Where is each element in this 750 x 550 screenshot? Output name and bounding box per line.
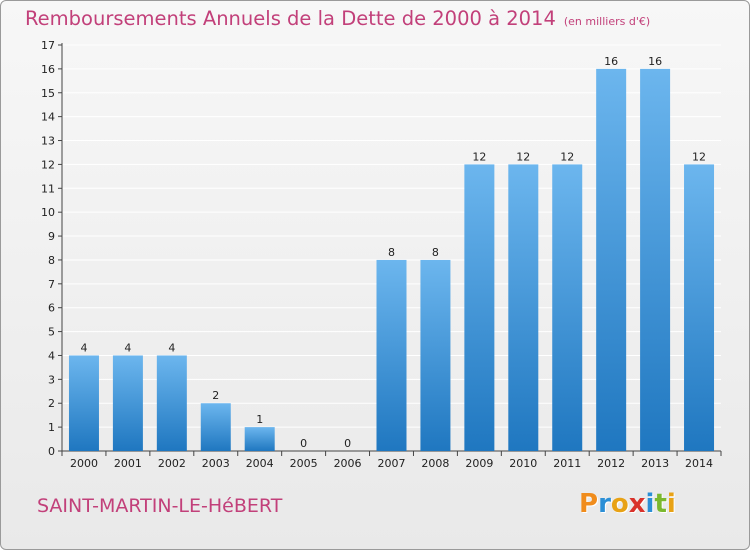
y-tick-label: 11 — [41, 182, 55, 195]
y-tick-label: 1 — [48, 421, 55, 434]
logo-letter: x — [628, 489, 646, 519]
data-label: 16 — [604, 55, 618, 68]
y-tick-label: 9 — [48, 230, 55, 243]
x-tick-label: 2009 — [465, 457, 493, 470]
logo-letter: i — [645, 489, 655, 519]
y-tick-label: 7 — [48, 278, 55, 291]
x-tick-label: 2003 — [202, 457, 230, 470]
y-tick-label: 13 — [41, 135, 55, 148]
y-tick-label: 5 — [48, 326, 55, 339]
data-label: 12 — [472, 150, 486, 163]
bar — [508, 164, 539, 452]
bar — [684, 164, 715, 452]
bar — [420, 259, 451, 451]
chart-title-text: Remboursements Annuels de la Dette de 20… — [25, 7, 556, 30]
x-tick-label: 2011 — [553, 457, 581, 470]
data-label: 1 — [256, 413, 263, 426]
chart-unit: (en milliers d'€) — [563, 15, 651, 28]
y-tick-label: 10 — [41, 206, 55, 219]
x-tick-label: 2001 — [114, 457, 142, 470]
data-label: 0 — [300, 437, 307, 450]
bar — [376, 259, 407, 451]
data-label: 4 — [80, 341, 87, 354]
data-label: 12 — [516, 150, 530, 163]
bar — [200, 403, 231, 451]
data-label: 8 — [388, 246, 395, 259]
data-label: 12 — [560, 150, 574, 163]
chart-title: Remboursements Annuels de la Dette de 20… — [25, 7, 650, 30]
logo-letter: t — [654, 489, 667, 519]
data-label: 0 — [344, 437, 351, 450]
data-label: 4 — [168, 341, 175, 354]
x-tick-label: 2004 — [246, 457, 274, 470]
bar — [68, 355, 99, 451]
logo-letter: i — [666, 489, 676, 519]
proxiti-logo: Proxiti — [579, 489, 676, 519]
x-tick-label: 2006 — [334, 457, 362, 470]
y-tick-label: 16 — [41, 63, 55, 76]
y-tick-label: 8 — [48, 254, 55, 267]
x-tick-label: 2008 — [421, 457, 449, 470]
data-label: 8 — [432, 246, 439, 259]
bar — [464, 164, 495, 452]
bar — [156, 355, 187, 451]
x-tick-label: 2005 — [290, 457, 318, 470]
y-tick-label: 17 — [41, 39, 55, 52]
data-label: 4 — [124, 341, 131, 354]
bar — [596, 68, 627, 451]
x-tick-label: 2013 — [641, 457, 669, 470]
x-tick-label: 2012 — [597, 457, 625, 470]
data-label: 2 — [212, 389, 219, 402]
data-label: 12 — [692, 150, 706, 163]
x-tick-label: 2000 — [70, 457, 98, 470]
bar — [112, 355, 143, 451]
bar — [244, 427, 275, 451]
y-tick-label: 15 — [41, 87, 55, 100]
x-tick-label: 2010 — [509, 457, 537, 470]
y-tick-label: 0 — [48, 445, 55, 458]
x-tick-label: 2007 — [378, 457, 406, 470]
x-tick-label: 2014 — [685, 457, 713, 470]
bar — [640, 68, 671, 451]
y-tick-label: 4 — [48, 349, 55, 362]
logo-letter: P — [579, 489, 599, 519]
y-tick-label: 6 — [48, 302, 55, 315]
data-label: 16 — [648, 55, 662, 68]
y-tick-label: 3 — [48, 373, 55, 386]
logo-letter: r — [598, 489, 611, 519]
y-tick-label: 2 — [48, 397, 55, 410]
x-tick-label: 2002 — [158, 457, 186, 470]
logo-letter: o — [610, 489, 629, 519]
y-tick-label: 12 — [41, 158, 55, 171]
y-tick-label: 14 — [41, 111, 55, 124]
commune-name: SAINT-MARTIN-LE-HéBERT — [37, 495, 283, 517]
bar — [552, 164, 583, 452]
